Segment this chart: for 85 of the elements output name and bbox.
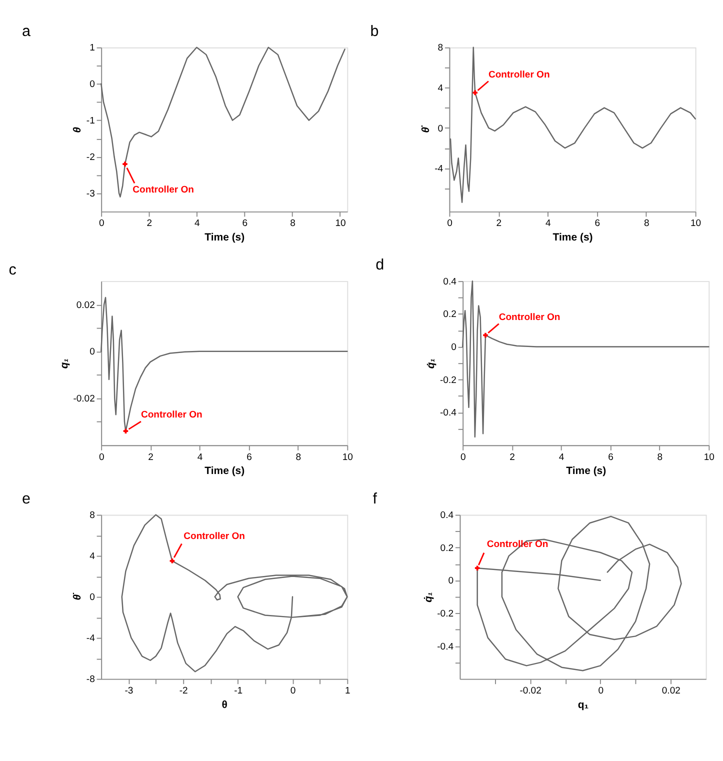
y-axis-title: θ̇	[72, 592, 84, 600]
line-series	[100, 46, 346, 198]
y-tick-label: -4	[86, 633, 96, 644]
x-tick-label: 10	[342, 452, 353, 463]
chart-title: e	[22, 490, 31, 508]
x-tick-label: 0	[598, 686, 604, 697]
y-tick-label: 0.4	[443, 276, 458, 288]
x-tick-label: 8	[296, 452, 302, 463]
y-tick-label: 0	[451, 342, 456, 354]
x-tick-label: 8	[290, 218, 296, 230]
y-tick-label: -4	[434, 164, 444, 175]
chart-title: b	[370, 22, 379, 40]
y-axis-title: θ̇	[420, 124, 432, 133]
x-tick-label: 0	[460, 452, 466, 463]
y-tick-label: 0	[90, 346, 95, 358]
x-tick-label: 8	[644, 218, 650, 230]
x-tick-label: 0	[98, 218, 104, 230]
x-axis-title: θ	[222, 700, 228, 711]
y-tick-label: -0.02	[73, 394, 95, 405]
x-tick-label: -3	[124, 686, 134, 697]
y-tick-label: 1	[90, 42, 95, 54]
x-tick-label: 2	[510, 452, 515, 463]
chart-title: d	[376, 256, 384, 274]
x-axis-title: Time (s)	[552, 232, 593, 244]
y-tick-label: 4	[438, 82, 444, 94]
x-tick-label: 8	[657, 452, 663, 463]
annotation: Controller On	[132, 184, 194, 196]
y-tick-label: 0	[90, 592, 95, 604]
y-tick-label: -0.2	[437, 608, 454, 620]
y-tick-label: 4	[90, 551, 96, 562]
x-tick-label: 10	[690, 218, 702, 230]
y-tick-label: 8	[90, 510, 95, 522]
y-axis-title: q̇₁	[423, 592, 434, 602]
annotation: Controller On	[488, 69, 550, 80]
x-tick-label: 0	[98, 452, 104, 463]
x-axis-title: q₁	[578, 700, 589, 711]
x-axis-title: Time (s)	[204, 466, 245, 478]
x-tick-label: 10	[704, 452, 714, 463]
x-tick-label: 1	[345, 686, 350, 697]
x-tick-label: -0.02	[520, 686, 542, 697]
x-tick-label: 4	[546, 218, 552, 230]
x-axis-title: Time (s)	[204, 232, 245, 244]
x-tick-label: -1	[234, 686, 243, 697]
y-tick-label: 0.02	[76, 300, 95, 311]
y-axis-title: q₁	[59, 358, 70, 369]
x-tick-label: 6	[594, 218, 600, 230]
x-tick-label: 2	[148, 452, 154, 463]
chart-title: c	[8, 261, 17, 278]
x-tick-label: 6	[242, 218, 248, 230]
x-tick-label: 4	[558, 452, 565, 463]
y-tick-label: -2	[86, 152, 95, 164]
x-axis-title: Time (s)	[566, 466, 606, 478]
x-tick-label: 4	[197, 452, 204, 463]
line-series	[121, 514, 348, 672]
x-tick-label: 0	[290, 686, 296, 697]
y-tick-label: -0.4	[437, 641, 454, 652]
x-tick-label: 4	[194, 218, 200, 230]
y-tick-label: -0.2	[440, 374, 456, 386]
x-tick-label: 0.02	[662, 686, 680, 697]
y-axis-title: q̇₁	[426, 358, 438, 369]
y-axis-title: θ	[72, 126, 84, 133]
line-series	[462, 280, 710, 438]
y-tick-label: -8	[86, 674, 95, 686]
annotation: Controller On	[140, 410, 202, 421]
annotation: Controller On	[184, 530, 246, 542]
x-tick-label: 2	[496, 218, 502, 230]
chart-title: a	[22, 22, 32, 40]
y-tick-label: -0.4	[440, 408, 458, 419]
annotation: Controller On	[498, 312, 560, 323]
chart-title: f	[372, 490, 378, 508]
y-tick-label: -1	[86, 116, 95, 127]
x-tick-label: 10	[335, 218, 346, 230]
x-tick-label: 6	[608, 452, 614, 463]
y-tick-label: 8	[438, 42, 444, 54]
y-tick-label: 0	[438, 123, 444, 134]
y-tick-label: 0	[448, 576, 454, 587]
y-tick-label: 0	[90, 79, 95, 90]
y-tick-label: 0.2	[440, 542, 454, 554]
x-tick-label: 2	[146, 218, 152, 230]
line-series	[450, 46, 696, 204]
x-tick-label: -2	[179, 686, 188, 697]
y-tick-label: 0.2	[443, 309, 456, 320]
y-tick-label: 0.4	[440, 510, 454, 522]
x-tick-label: 6	[246, 452, 252, 463]
y-tick-label: -3	[86, 188, 95, 200]
